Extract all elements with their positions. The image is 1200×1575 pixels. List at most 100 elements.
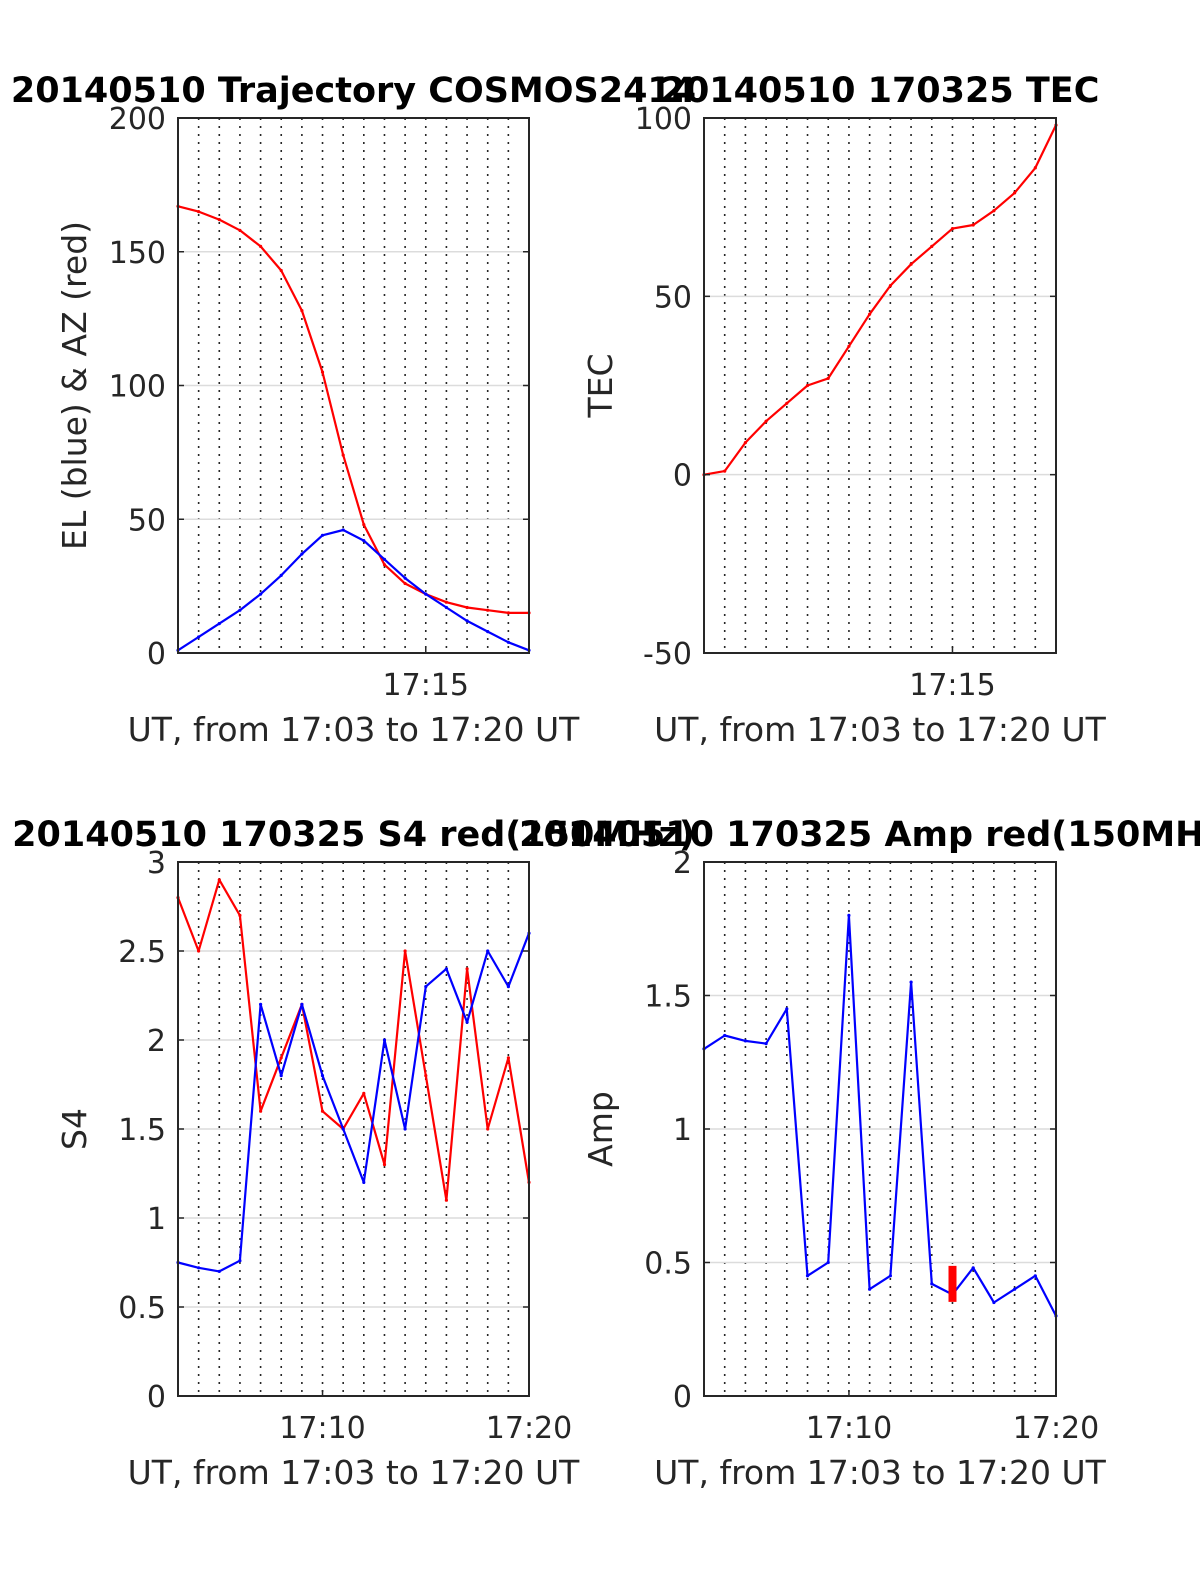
amp-x-axis-label: UT, from 17:03 to 17:20 UT [654,1453,1107,1492]
amp-y-tick-label: 1.5 [644,980,692,1015]
tec-data-point [950,227,955,231]
trajectory-data-point [341,528,345,532]
s4-data-point [300,1002,304,1007]
trajectory-data-point [465,605,469,610]
trajectory-data-point [238,608,242,612]
trajectory-y-tick-label: 0 [147,637,166,672]
tec-data-point [971,223,975,227]
amp-data-point [785,1007,789,1011]
trajectory-ticks: 0 50 100 150 200 17:15 [109,102,529,703]
s4-data-point [506,985,510,989]
panel-trajectory: 0 50 100 150 200 17:15 20140510 Trajectory CO… [11,71,696,749]
s4-data-point [259,1109,263,1113]
s4-data-point [465,967,469,971]
tec-x-tick-label: 17:15 [909,668,995,703]
s4-y-tick-label: 2 [147,1024,166,1059]
s4-data-point [238,1259,242,1263]
tec-data-point [847,344,851,348]
trajectory-data-point [424,592,428,596]
amp-data-point [971,1266,975,1270]
s4-data-point [362,1091,366,1095]
trajectory-data-point [486,608,490,612]
amp-data-point [847,913,851,918]
amp-ticks: 0 0.5 1 1.5 2 17:10 17:20 [644,846,1099,1446]
tec-series [702,123,1058,477]
trajectory-grid [178,118,529,653]
amp-data-point [723,1033,727,1038]
trajectory-data-point [403,576,407,580]
s4-data-point [362,1180,366,1184]
s4-data-point [403,949,407,953]
s4-data-point [341,1127,345,1131]
amp-y-tick-label: 1 [673,1113,692,1148]
trajectory-title: 20140510 Trajectory COSMOS2414 [11,71,696,111]
tec-y-axis-label: TEC [581,353,620,418]
trajectory-data-point [465,619,469,623]
trajectory-y-tick-label: 50 [128,503,166,538]
amp-title: 20140510 170325 Amp red(150MHz) [519,815,1200,855]
s4-x-axis-label: UT, from 17:03 to 17:20 UT [128,1453,581,1492]
amp-data-point [805,1274,810,1278]
trajectory-data-point [320,533,325,537]
s4-data-point [444,967,448,971]
trajectory-x-axis-label: UT, from 17:03 to 17:20 UT [128,710,581,749]
tec-data-point [785,401,789,405]
tec-data-point [888,284,893,288]
s4-data-point [382,1038,387,1042]
s4-y-tick-label: 1 [147,1202,166,1237]
s4-y-tick-label: 0 [147,1380,166,1415]
trajectory-y-tick-label: 200 [109,102,166,137]
tec-data-point [992,209,996,213]
amp-data-point [826,1260,830,1265]
s4-data-point [486,1127,490,1131]
trajectory-y-axis-label: EL (blue) & AZ (red) [55,221,94,550]
trajectory-data-point [382,557,387,562]
trajectory-data-point [300,552,304,556]
amp-data-point [764,1042,768,1046]
tec-data-point [826,376,830,380]
s4-y-tick-label: 0.5 [118,1291,166,1326]
amp-x-tick-label: 17:20 [1013,1411,1099,1446]
trajectory-data-point [506,611,510,615]
trajectory-y-tick-label: 150 [109,236,166,271]
tec-y-tick-label: 0 [673,459,692,494]
trajectory-data-point [444,600,448,604]
amp-data-point [909,980,913,984]
amp-data-point [930,1282,934,1286]
amp-data-point [950,1282,955,1286]
trajectory-y-tick-label: 100 [109,370,166,405]
s4-series-s4-red-150mhz-line [176,878,531,1202]
tec-data-point [805,383,810,388]
trajectory-data-point [259,244,263,248]
trajectory-data-point [403,581,407,586]
s4-data-point [465,1020,469,1024]
s4-data-point [197,1266,201,1270]
amp-y-tick-label: 0 [673,1380,692,1415]
trajectory-data-point [341,453,345,457]
trajectory-data-point [238,228,242,232]
s4-ticks: 0 0.5 1 1.5 2 2.5 3 17:10 17:20 [118,846,572,1446]
s4-data-point [197,949,201,953]
s4-data-point [217,878,221,882]
s4-data-point [259,1002,263,1007]
amp-data-point [868,1287,872,1291]
trajectory-data-point [362,523,366,527]
trajectory-data-point [217,218,221,222]
amp-data-point [1033,1274,1037,1278]
trajectory-data-point [486,630,490,634]
amp-data-point [888,1274,893,1278]
tec-title: 20140510 170325 TEC [661,71,1100,111]
s4-data-point [217,1269,221,1273]
trajectory-data-point [382,563,387,567]
s4-y-tick-label: 1.5 [118,1113,166,1148]
s4-x-tick-label: 17:20 [486,1411,572,1446]
s4-data-point [424,985,428,989]
s4-data-point [403,1127,407,1131]
tec-series-tec-line [703,124,1057,476]
amp-data-point [1013,1287,1017,1291]
tec-y-tick-label: 100 [635,102,692,137]
tec-data-point [743,441,748,445]
s4-series-s4-line [177,932,531,1273]
